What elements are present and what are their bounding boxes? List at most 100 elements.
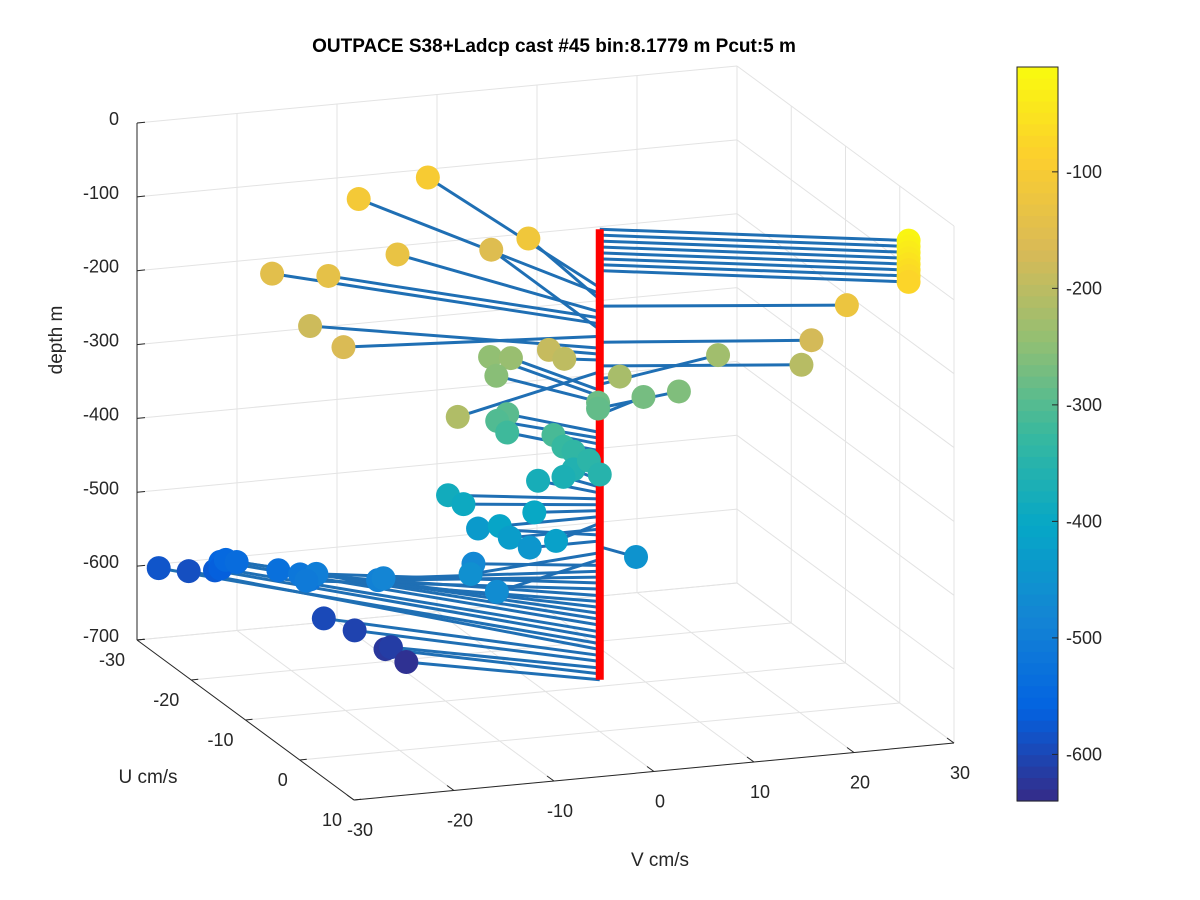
velocity-stick [599,257,909,272]
colorbar-segment [1017,342,1058,355]
velocity-stick [323,616,600,657]
colorbar-segment [1017,170,1058,183]
grid-line [736,287,955,448]
grid-line [736,582,955,744]
colorbar-segment [1017,709,1058,722]
colorbar-segment [1017,732,1058,745]
grid-line [736,508,955,670]
colorbar-segment [1017,89,1058,103]
colorbar-tick-label: -200 [1066,278,1102,298]
data-point [516,226,541,251]
grid-line [136,213,738,272]
velocity-stick [599,227,909,243]
data-point [260,261,285,286]
z-tick-mark [136,121,146,124]
x-axis-label: U cm/s [118,767,177,788]
colorbar-segment [1017,193,1058,206]
data-point [294,568,319,593]
data-point [298,314,323,339]
z-tick-label: -600 [83,552,119,572]
data-point [346,187,371,212]
colorbar-segment [1017,720,1058,733]
velocity-stick [527,237,601,301]
y-tick-label: 30 [950,763,970,783]
colorbar-segment [1017,571,1058,584]
velocity-stick [495,374,601,404]
colorbar-segment [1017,434,1058,447]
colorbar-segment [1017,284,1058,297]
data-point [466,516,491,541]
z-tick-mark [136,343,146,346]
colorbar-segment [1017,617,1058,630]
colorbar-segment [1017,525,1058,538]
velocity-stick [499,515,600,528]
data-point [607,364,632,389]
colorbar-segment [1017,491,1058,504]
data-point [526,468,551,493]
colorbar-segment [1017,651,1058,664]
x-tick-mark [191,678,199,681]
grid-line [136,65,738,124]
colorbar-segment [1017,743,1058,756]
colorbar-segment [1017,411,1058,424]
colorbar-segment [1017,479,1058,492]
colorbar-segment [1017,67,1058,80]
colorbar-segment [1017,307,1058,320]
colorbar-segment [1017,755,1058,768]
data-points [146,165,921,675]
velocity-stick [599,239,909,254]
data-point [789,352,814,377]
chart-title: OUTPACE S38+Ladcp cast #45 bin:8.1779 m … [312,36,796,57]
x-tick-label: -30 [99,650,125,670]
velocity-stick [490,248,601,331]
data-point [586,396,611,421]
data-point [498,346,523,371]
z-tick-mark [136,195,146,198]
grid-line [136,434,738,493]
velocity-stick [510,356,601,392]
velocity-stick [599,338,812,344]
colorbar-segment [1017,514,1058,527]
velocity-sticks [158,176,909,682]
z-tick-label: -300 [83,331,119,351]
colorbar-segment [1017,583,1058,596]
colorbar-segment [1017,250,1058,263]
colorbar-segment [1017,101,1058,114]
data-point [311,606,336,631]
velocity-stick [599,233,909,248]
velocity-stick [599,245,909,260]
y-axis-label: V cm/s [631,850,689,871]
colorbar-tick-label: -100 [1066,162,1102,182]
y-tick-label: -10 [547,801,573,821]
data-point [394,650,419,675]
data-point [552,346,577,371]
colorbar-tick-label: -300 [1066,395,1102,415]
grid-line [736,434,955,596]
z-tick-mark [136,417,146,419]
data-point [517,535,542,560]
colorbar-segment [1017,330,1058,343]
y-tick-mark [346,794,355,801]
velocity-stick [427,176,601,289]
y-tick-mark [946,737,955,744]
z-axis-label: depth m [46,306,67,375]
colorbar-segment [1017,422,1058,435]
velocity-stick [385,647,600,676]
grid-line [236,630,455,791]
velocity-stick [188,569,601,651]
y-tick-mark [546,775,555,782]
data-point [706,343,731,368]
colorbar-segment [1017,502,1058,515]
y-tick-label: 20 [850,773,870,793]
data-point [478,344,503,369]
data-point [316,263,341,288]
z-tick-label: -200 [83,257,119,277]
velocity-stick [457,370,601,419]
colorbar-segment [1017,261,1058,275]
velocity-stick [406,660,600,682]
velocity-stick [316,572,600,585]
velocity-stick [358,197,601,295]
velocity-stick [599,269,909,284]
colorbar-segment [1017,273,1058,286]
velocity-stick [390,645,600,670]
